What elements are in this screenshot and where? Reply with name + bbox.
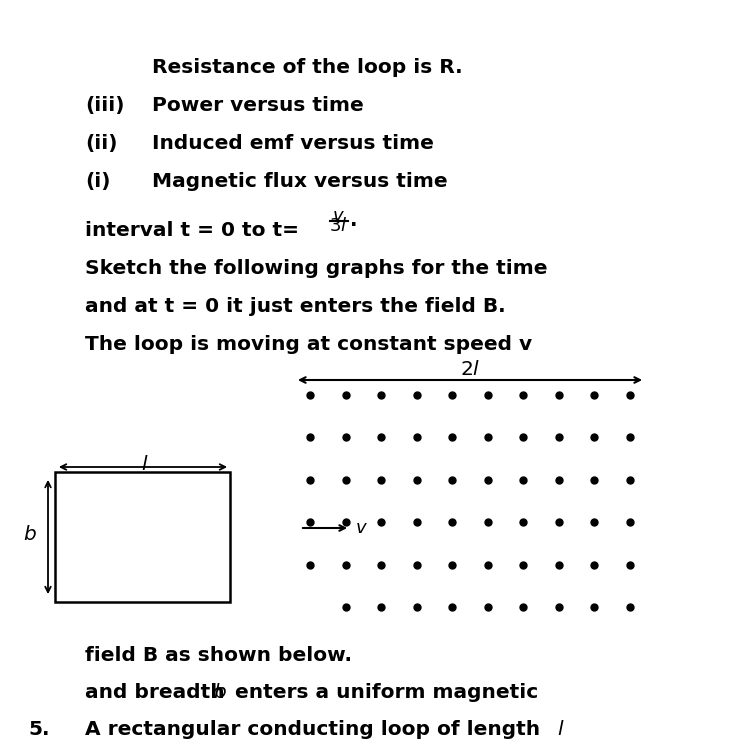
Text: Sketch the following graphs for the time: Sketch the following graphs for the time — [85, 259, 548, 278]
Text: field B as shown below.: field B as shown below. — [85, 646, 352, 665]
Text: $\it{b}$: $\it{b}$ — [23, 526, 37, 544]
Text: The loop is moving at constant speed v: The loop is moving at constant speed v — [85, 335, 532, 354]
Text: (i): (i) — [85, 172, 111, 190]
Text: and breadth: and breadth — [85, 683, 232, 702]
Text: enters a uniform magnetic: enters a uniform magnetic — [228, 683, 538, 702]
Text: $2\it{l}$: $2\it{l}$ — [460, 360, 480, 379]
Bar — [55, 472, 230, 602]
Text: $\it{b}$: $\it{b}$ — [213, 683, 227, 702]
Text: $\it{v}$: $\it{v}$ — [355, 519, 368, 537]
Text: Magnetic flux versus time: Magnetic flux versus time — [152, 172, 447, 190]
Text: Power versus time: Power versus time — [152, 95, 364, 115]
Text: (ii): (ii) — [85, 134, 117, 152]
Text: $\it{l}$: $\it{l}$ — [141, 455, 149, 474]
Text: $\it{l}$: $\it{l}$ — [557, 720, 565, 739]
Text: Resistance of the loop is R.: Resistance of the loop is R. — [152, 58, 463, 76]
Text: Induced emf versus time: Induced emf versus time — [152, 134, 434, 152]
Text: and at t = 0 it just enters the field B.: and at t = 0 it just enters the field B. — [85, 297, 506, 316]
Text: .: . — [350, 211, 357, 230]
Text: interval t = 0 to t=: interval t = 0 to t= — [85, 221, 299, 240]
Text: $\it{v}$: $\it{v}$ — [331, 207, 345, 225]
Text: $3\it{l}$: $3\it{l}$ — [329, 217, 347, 235]
Text: 5.: 5. — [28, 720, 50, 739]
Text: (iii): (iii) — [85, 95, 125, 115]
Text: A rectangular conducting loop of length: A rectangular conducting loop of length — [85, 720, 547, 739]
